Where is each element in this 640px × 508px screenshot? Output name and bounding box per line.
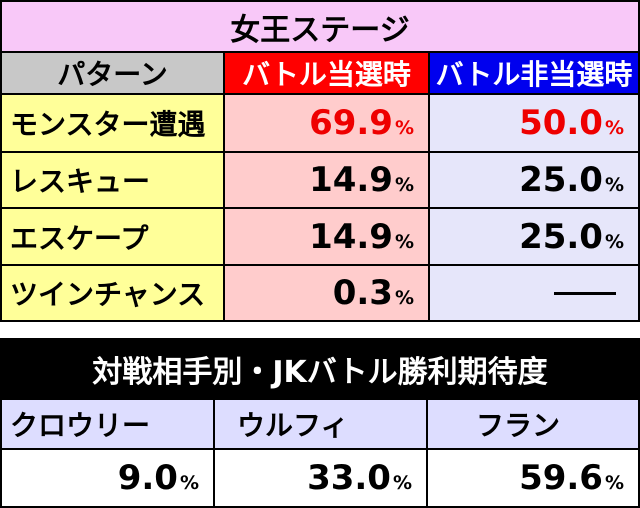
percent-sign: % — [392, 472, 412, 494]
value-text: 14.9 — [309, 160, 393, 200]
row-on-value: 14.9% — [223, 151, 430, 209]
row-pattern-text: レスキュー — [10, 165, 151, 198]
opponent-name: ウルフィ — [213, 398, 428, 450]
row-pattern-text: モンスター遭遇 — [10, 108, 206, 141]
percent-sign: % — [394, 287, 414, 309]
percent-sign: % — [394, 174, 414, 196]
stage-title: 女王ステージ — [0, 0, 640, 53]
value-text: 69.9 — [309, 103, 393, 143]
value-text: 0.3 — [332, 273, 393, 313]
expectation-title: 対戦相手別・JKバトル勝利期待度 — [0, 338, 640, 400]
win-rate-value: 9.0% — [0, 448, 215, 508]
win-rate-value: 33.0% — [213, 448, 428, 508]
percent-sign: % — [604, 117, 624, 139]
value-text: 25.0 — [519, 160, 603, 200]
header-battle-on: バトル当選時 — [223, 51, 430, 95]
stage-title-text: 女王ステージ — [230, 12, 410, 48]
opponent-name: クロウリー — [0, 398, 215, 450]
percent-sign: % — [604, 230, 624, 253]
dash-none — [554, 291, 616, 295]
row-pattern: ツインチャンス — [0, 264, 225, 322]
row-pattern-text: ツインチャンス — [10, 278, 206, 311]
win-rate-value: 59.6% — [426, 448, 640, 508]
header-battle-off-text: バトル非当選時 — [435, 58, 633, 91]
header-pattern: パターン — [0, 51, 225, 95]
row-pattern: エスケープ — [0, 207, 225, 266]
opponent-name-text: クロウリー — [10, 409, 151, 442]
value-text: 25.0 — [519, 216, 603, 257]
percent-sign: % — [179, 472, 199, 494]
value-text: 9.0 — [117, 458, 178, 498]
header-battle-off: バトル非当選時 — [428, 51, 640, 95]
row-pattern: モンスター遭遇 — [0, 93, 225, 153]
percent-sign: % — [394, 117, 414, 139]
value-text: 14.9 — [309, 216, 393, 257]
header-battle-on-text: バトル当選時 — [242, 58, 411, 91]
percent-sign: % — [604, 174, 624, 196]
opponent-name-text: フラン — [476, 409, 561, 442]
row-off-value: 50.0% — [428, 93, 640, 153]
opponent-name-text: ウルフィ — [237, 409, 349, 442]
row-pattern: レスキュー — [0, 151, 225, 209]
row-off-value: 25.0% — [428, 151, 640, 209]
value-text: 59.6 — [519, 458, 603, 498]
header-pattern-text: パターン — [57, 58, 168, 91]
row-on-value: 14.9% — [223, 207, 430, 266]
percent-sign: % — [394, 230, 414, 253]
opponent-name: フラン — [426, 398, 640, 450]
row-off-value: 25.0% — [428, 207, 640, 266]
value-text: 33.0 — [307, 458, 391, 498]
row-on-value: 0.3% — [223, 264, 430, 322]
row-off-value — [428, 264, 640, 322]
percent-sign: % — [604, 472, 624, 494]
row-on-value: 69.9% — [223, 93, 430, 153]
value-text: 50.0 — [519, 103, 603, 143]
expectation-title-text: 対戦相手別・JKバトル勝利期待度 — [92, 355, 548, 390]
row-pattern-text: エスケープ — [10, 221, 149, 255]
